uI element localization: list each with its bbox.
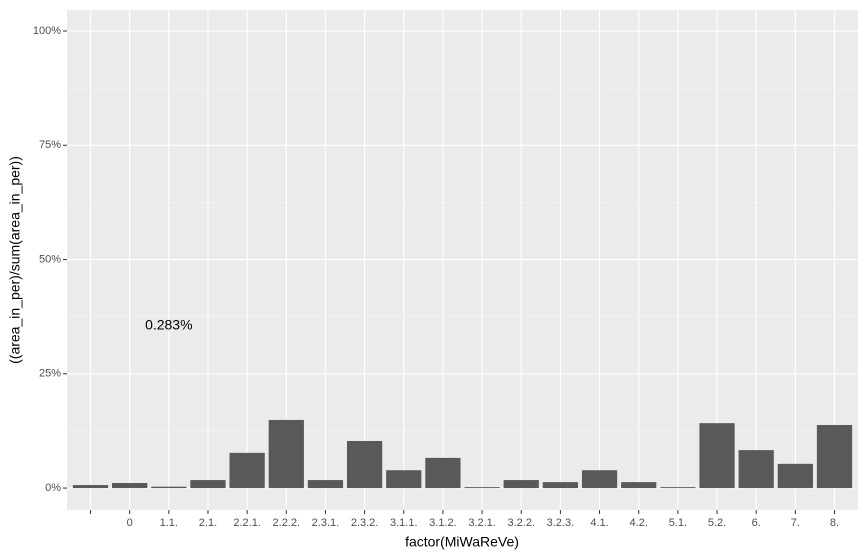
y-tick-label: 75% <box>39 139 61 151</box>
x-tick-label: 6. <box>752 517 761 529</box>
y-tick-label: 50% <box>39 253 61 265</box>
x-tick-label: 3.2.1. <box>468 517 496 529</box>
bar <box>151 486 187 489</box>
bar <box>425 457 461 489</box>
bar <box>268 419 304 489</box>
x-tick-label: 7. <box>791 517 800 529</box>
bar <box>581 470 618 489</box>
x-tick-label: 0 <box>127 517 133 529</box>
bar <box>190 480 226 489</box>
x-tick-label: 3.1.2. <box>429 517 457 529</box>
x-tick-label: 8. <box>830 517 839 529</box>
bar <box>229 452 265 489</box>
bar <box>699 423 735 489</box>
y-tick-label: 100% <box>33 25 61 37</box>
x-tick-label: 5.1. <box>669 517 687 529</box>
y-axis-title: ((area_in_per)/sum(area_in_per)) <box>7 156 23 364</box>
x-tick-label: 4.1. <box>590 517 608 529</box>
x-tick-label: 3.2.2. <box>507 517 535 529</box>
x-tick-label: 3.2.3. <box>547 517 575 529</box>
x-tick-label: 2.2.2. <box>273 517 301 529</box>
bar <box>464 487 500 489</box>
bar <box>621 482 657 489</box>
bar <box>660 487 696 489</box>
bar <box>738 450 774 489</box>
x-tick-label: 3.1.1. <box>390 517 418 529</box>
bar <box>503 480 539 489</box>
bar <box>386 470 422 489</box>
bar <box>72 485 109 489</box>
annotation: 0.283% <box>145 317 192 333</box>
bar <box>777 463 813 489</box>
bar <box>307 480 344 489</box>
x-tick-label: 2.1. <box>199 517 217 529</box>
bar <box>112 483 148 489</box>
bar <box>816 424 853 489</box>
bar <box>542 482 579 489</box>
y-tick-label: 25% <box>39 368 61 380</box>
x-tick-label: 2.3.2. <box>351 517 379 529</box>
x-axis-title: factor(MiWaReVe) <box>405 534 519 550</box>
x-tick-label: 5.2. <box>708 517 726 529</box>
x-tick-label: 2.2.1. <box>233 517 261 529</box>
bar <box>346 440 383 489</box>
y-tick-label: 0% <box>45 482 61 494</box>
x-tick-label: 4.2. <box>630 517 648 529</box>
x-tick-label: 2.3.1. <box>312 517 340 529</box>
x-tick-label: 1.1. <box>160 517 178 529</box>
